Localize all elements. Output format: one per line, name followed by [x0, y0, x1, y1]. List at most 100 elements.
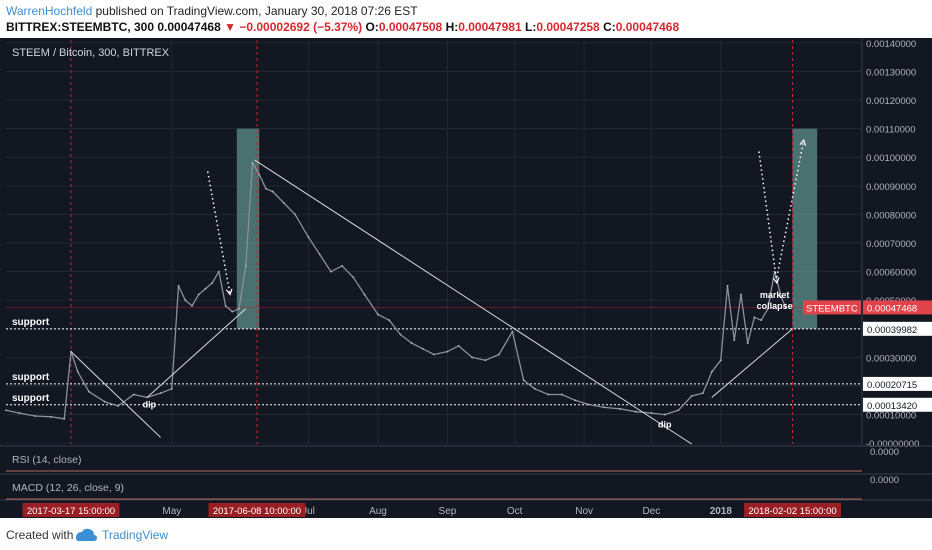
- y-tick-label: 0.00140000: [866, 39, 916, 50]
- support-label: support: [12, 317, 50, 328]
- price-point: [690, 395, 693, 397]
- tradingview-brand-link[interactable]: TradingView: [102, 528, 169, 542]
- trend-line: [70, 351, 161, 438]
- price-point: [603, 406, 606, 409]
- price-point: [217, 270, 220, 273]
- price-point: [377, 313, 379, 316]
- symbol-label: BITTREX:STEEMBTC, 300: [6, 20, 155, 34]
- indicator-value: 0.0000: [870, 447, 899, 458]
- price-tag-box: [863, 300, 932, 315]
- price-point: [265, 187, 267, 190]
- series-name-tag-box: [803, 300, 861, 315]
- low-label: L:: [524, 20, 537, 34]
- x-marker-tag-box: [22, 503, 120, 517]
- x-marker-tag-label: 2017-03-17 15:00:00: [27, 506, 115, 517]
- price-point: [197, 293, 200, 296]
- y-tick-label: 0.00130000: [866, 67, 916, 78]
- price-chart[interactable]: support support support dip dip marketcollaps…: [0, 38, 932, 518]
- x-tick-label: Jul: [302, 506, 315, 517]
- chart-header: WarrenHochfeld published on TradingView.…: [0, 0, 932, 38]
- indicator-value: 0.0000: [870, 475, 899, 486]
- indicator-label: RSI (14, close): [12, 454, 81, 466]
- x-tick-label: Dec: [642, 506, 660, 517]
- price-tag-value: 0.00047468: [867, 303, 917, 314]
- price-point: [484, 359, 487, 362]
- price-point: [746, 342, 749, 344]
- price-point: [760, 319, 763, 322]
- price-point: [784, 306, 787, 309]
- trend-line: [711, 328, 793, 398]
- price-point: [18, 412, 21, 415]
- price-point: [498, 353, 500, 356]
- x-tick-label: Sep: [439, 506, 457, 517]
- close-label: C:: [603, 20, 616, 34]
- price-point: [677, 409, 680, 412]
- price-point: [307, 236, 310, 239]
- price-point: [634, 410, 637, 413]
- dotted-arrow: [776, 139, 805, 278]
- high-label: H:: [445, 20, 459, 34]
- price-point: [318, 253, 321, 256]
- level-tag-box: [863, 376, 932, 391]
- x-tick-label: May: [162, 506, 181, 517]
- price-point: [702, 392, 704, 395]
- price-point: [231, 310, 234, 313]
- series-name-tag: STEEMBTC: [806, 303, 858, 314]
- open-label: O:: [365, 20, 379, 34]
- y-tick-label: -0.00000000: [866, 439, 919, 450]
- price-point: [753, 316, 756, 319]
- price-point: [574, 399, 577, 402]
- chart-annotation: collapse: [757, 301, 793, 311]
- dotted-arrow: [206, 171, 231, 295]
- price-point: [330, 270, 332, 273]
- price-point: [547, 393, 550, 396]
- level-tag-box: [863, 321, 932, 336]
- price-point: [191, 305, 193, 307]
- close-value: 0.00047468: [615, 20, 680, 34]
- x-marker-tag-label: 2018-02-02 15:00:00: [748, 506, 836, 517]
- price-point: [352, 276, 355, 279]
- price-point: [740, 293, 742, 296]
- y-tick-label: 0.00100000: [866, 153, 916, 164]
- price-point: [766, 307, 769, 310]
- x-tick-label: 2018: [710, 506, 733, 517]
- level-tag-label: 0.00013420: [867, 401, 917, 412]
- x-marker-tag-label: 2017-06-08 10:00:00: [213, 506, 301, 517]
- tradingview-logo-icon[interactable]: [74, 526, 98, 542]
- arrow-head: [772, 277, 780, 285]
- low-value: 0.00047258: [536, 20, 600, 34]
- price-point: [159, 392, 162, 395]
- level-tag-label: 0.00020715: [867, 380, 917, 391]
- x-tick-label: Oct: [507, 506, 523, 517]
- price-point: [363, 293, 366, 296]
- arrow-head: [225, 288, 233, 296]
- open-value: 0.00047508: [378, 20, 443, 34]
- price-point: [211, 282, 214, 284]
- y-tick-label: 0.00120000: [866, 96, 916, 107]
- price-point: [271, 190, 274, 193]
- price-point: [663, 413, 666, 416]
- chart-area[interactable]: support support support dip dip market collaps…: [0, 38, 932, 518]
- price-point: [204, 287, 207, 290]
- ohlc-legend: BITTREX:STEEMBTC, 300 0.00047468 ▼ −0.00…: [6, 20, 679, 34]
- price-point: [650, 412, 653, 415]
- trend-line: [146, 308, 247, 398]
- footer: Created with TradingView: [0, 518, 932, 550]
- author-link[interactable]: WarrenHochfeld: [6, 4, 93, 18]
- price-point: [457, 345, 460, 347]
- price-point: [511, 330, 514, 333]
- price-point: [522, 379, 525, 382]
- publish-info: WarrenHochfeld published on TradingView.…: [6, 4, 418, 18]
- price-point: [446, 350, 449, 353]
- price-point: [410, 342, 413, 344]
- price-point: [282, 202, 285, 204]
- y-tick-label: 0.00030000: [866, 353, 916, 364]
- arrow-head: [799, 138, 807, 146]
- price-point: [726, 284, 729, 287]
- price-point: [587, 403, 590, 406]
- price-point: [170, 387, 173, 390]
- chart-annotation: dip: [658, 419, 672, 429]
- price-point: [388, 319, 391, 322]
- price-point: [341, 264, 344, 267]
- y-tick-label: 0.00090000: [866, 182, 916, 193]
